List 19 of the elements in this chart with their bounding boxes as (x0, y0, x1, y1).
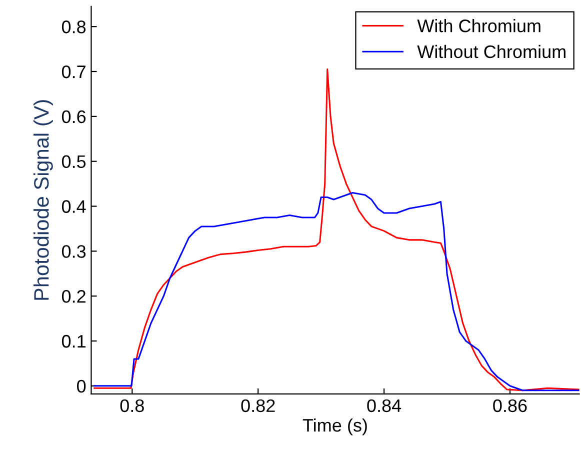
x-tick-label: 0.8 (120, 399, 144, 412)
y-tick-label: 0.1 (62, 334, 86, 348)
line-series (94, 192, 580, 392)
y-tick-label: 0 (77, 380, 86, 393)
line-series (94, 68, 580, 392)
y-tick-label: 0.3 (62, 245, 86, 258)
legend-label: With Chromium (417, 19, 540, 32)
x-axis-title: Time (s) (302, 418, 367, 436)
y-tick-label: 0.8 (62, 20, 86, 34)
legend-label: Without Chromium (417, 44, 566, 58)
y-tick-label: 0.4 (62, 200, 86, 213)
y-tick-label: 0.5 (62, 155, 86, 168)
x-tick-label: 0.82 (241, 399, 275, 412)
y-tick-label: 0.2 (62, 290, 86, 303)
x-tick-label: 0.84 (367, 399, 402, 412)
x-tick-label: 0.86 (493, 399, 527, 412)
y-tick-label: 0.6 (62, 110, 86, 124)
y-axis-title: Photodiode Signal (V) (34, 100, 53, 300)
y-tick-label: 0.7 (62, 65, 86, 78)
